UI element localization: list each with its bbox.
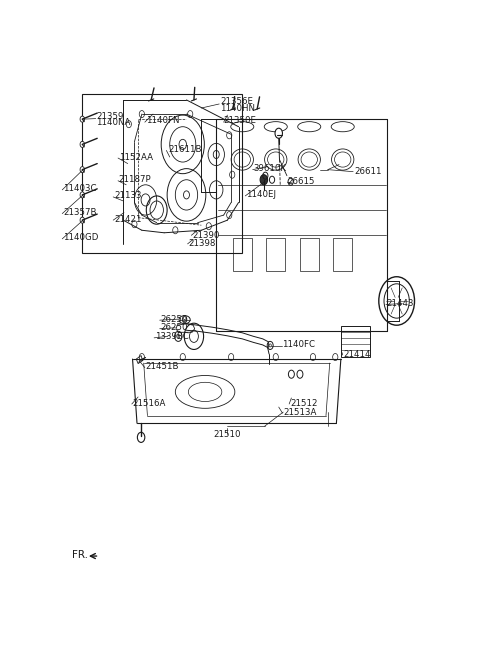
Text: 1140GD: 1140GD bbox=[63, 234, 98, 242]
Text: 1140FC: 1140FC bbox=[282, 340, 315, 350]
Text: 21357B: 21357B bbox=[63, 208, 96, 217]
Text: FR.: FR. bbox=[72, 550, 88, 560]
Circle shape bbox=[80, 116, 84, 122]
Circle shape bbox=[260, 174, 267, 185]
Text: 21187P: 21187P bbox=[119, 175, 151, 184]
Bar bbox=[266, 238, 285, 271]
Circle shape bbox=[80, 167, 84, 173]
Circle shape bbox=[80, 141, 84, 148]
Text: 21513A: 21513A bbox=[283, 407, 317, 417]
Text: 21611B: 21611B bbox=[168, 145, 202, 154]
Text: 26259: 26259 bbox=[160, 315, 188, 323]
Bar bbox=[341, 326, 370, 357]
Text: 21443: 21443 bbox=[386, 299, 414, 308]
Bar bbox=[300, 238, 319, 271]
Text: 39610K: 39610K bbox=[253, 164, 287, 173]
Circle shape bbox=[80, 192, 84, 198]
Text: 21350E: 21350E bbox=[224, 115, 257, 125]
Text: 21133: 21133 bbox=[114, 192, 142, 200]
Text: 21390: 21390 bbox=[192, 231, 219, 240]
Circle shape bbox=[275, 128, 282, 138]
Text: 21398: 21398 bbox=[188, 239, 216, 248]
Text: 26615: 26615 bbox=[288, 177, 315, 186]
Text: 1140NA: 1140NA bbox=[96, 118, 131, 127]
Text: 21359: 21359 bbox=[96, 112, 124, 121]
Text: 11403C: 11403C bbox=[63, 184, 96, 194]
Text: 26611: 26611 bbox=[354, 167, 382, 176]
Circle shape bbox=[80, 217, 84, 223]
Text: 21516A: 21516A bbox=[132, 398, 166, 407]
Text: 21421: 21421 bbox=[114, 215, 142, 224]
Bar bbox=[83, 94, 242, 253]
Text: 21510: 21510 bbox=[214, 430, 241, 440]
Text: 21451B: 21451B bbox=[145, 362, 179, 371]
Text: 21512: 21512 bbox=[290, 398, 317, 407]
Text: 1152AA: 1152AA bbox=[119, 152, 153, 161]
Text: 1140EJ: 1140EJ bbox=[246, 190, 276, 199]
Text: 1140HN: 1140HN bbox=[220, 104, 255, 113]
Text: 1339BC: 1339BC bbox=[155, 333, 189, 341]
Bar bbox=[334, 238, 352, 271]
Text: 21414: 21414 bbox=[344, 350, 371, 359]
Bar bbox=[233, 238, 252, 271]
Text: 26250: 26250 bbox=[160, 323, 188, 332]
Text: 21356E: 21356E bbox=[220, 98, 253, 106]
Text: 1140FN: 1140FN bbox=[145, 115, 179, 125]
